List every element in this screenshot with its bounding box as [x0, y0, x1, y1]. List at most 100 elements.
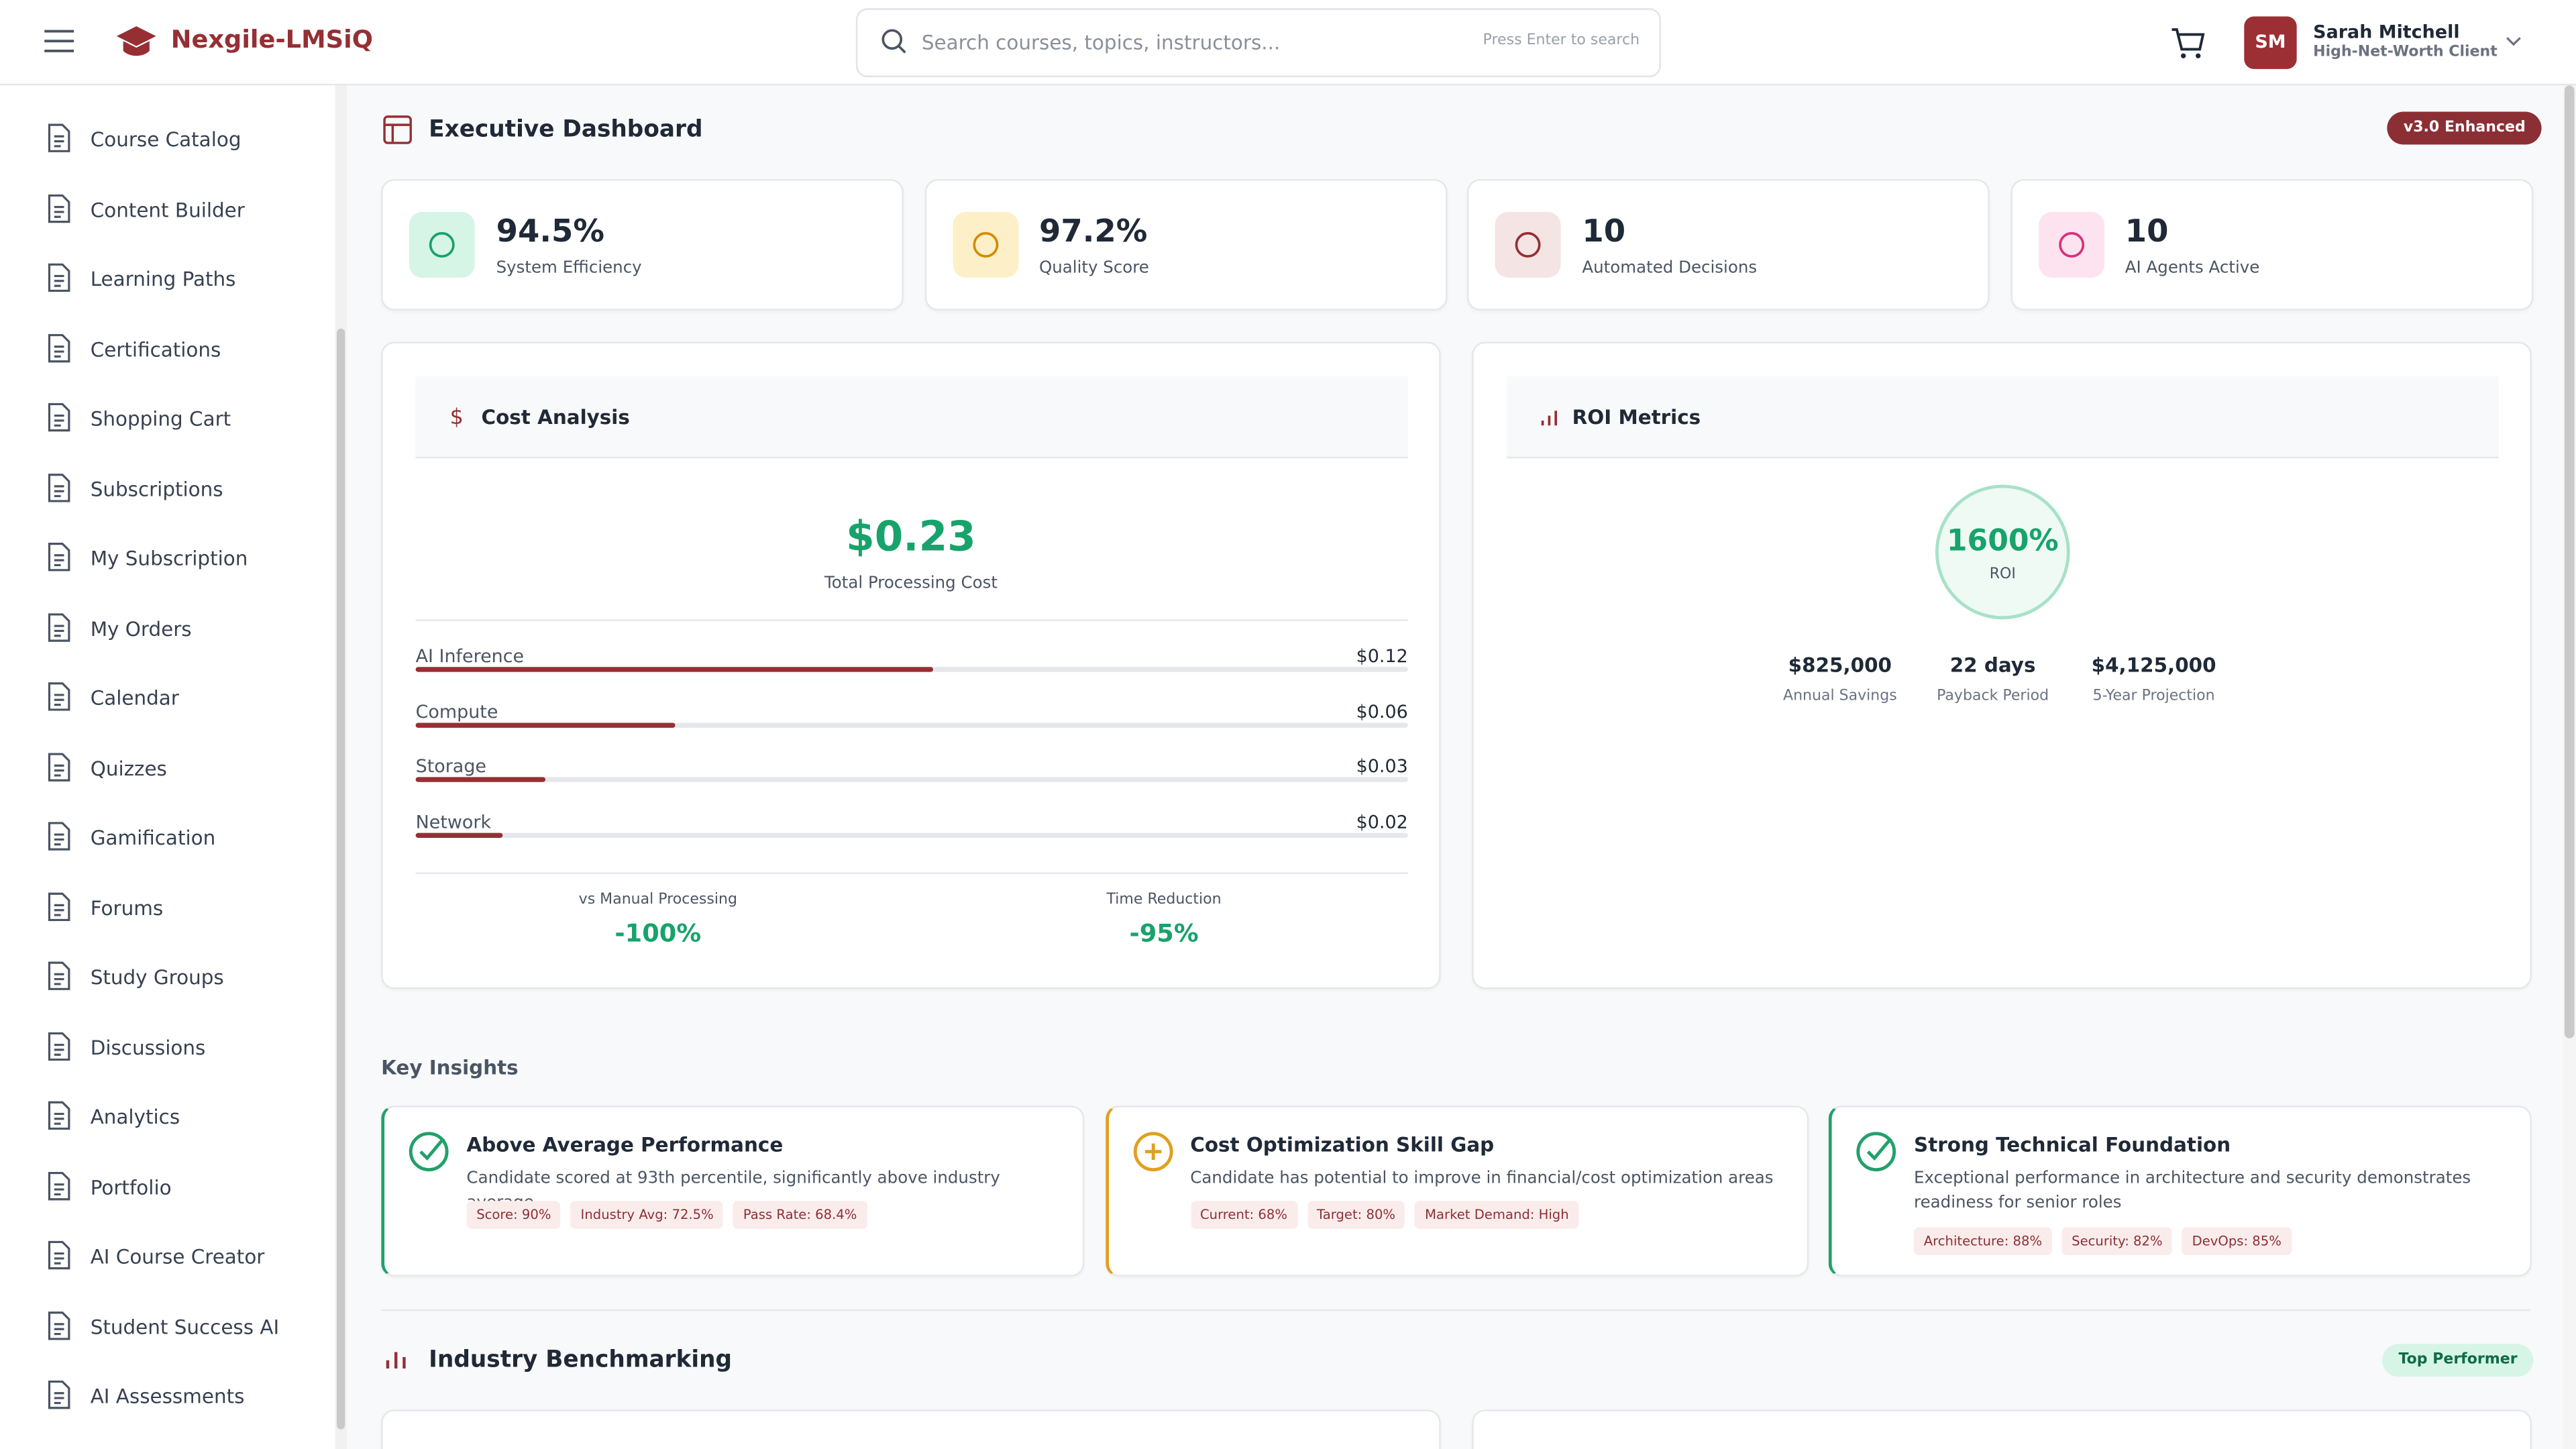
icon-shape: [48, 1381, 70, 1409]
insights-title: Key Insights: [381, 1056, 519, 1079]
roi-stat-value: 22 days: [1949, 653, 2036, 677]
icon-shape: [1515, 231, 1541, 258]
cost-row: AI Inference $0.12: [415, 645, 1408, 694]
kpi-card: 10 Automated Decisions: [1466, 178, 1990, 311]
nav-label: My Subscription: [90, 547, 248, 570]
total-cost-label: Total Processing Cost: [824, 575, 998, 594]
scroll-thumb[interactable]: [337, 328, 345, 1430]
nav-item[interactable]: Calendar: [43, 678, 322, 718]
nav-label: Analytics: [90, 1106, 180, 1129]
benchmark-card: [1472, 1409, 2532, 1449]
user-role: High-Net-Worth Client: [2313, 44, 2498, 61]
card-title: ROI Metrics: [1572, 405, 1701, 429]
logo-icon: [116, 26, 156, 56]
nav-icon: [48, 961, 70, 990]
insight-icon: [409, 1132, 449, 1172]
cart-button[interactable]: [2170, 26, 2206, 59]
version-badge: v3.0 Enhanced: [2387, 111, 2542, 145]
section-title: Executive Dashboard: [429, 116, 703, 144]
roi-circle: 1600% ROI: [1935, 484, 2070, 620]
icon-shape: [2057, 231, 2084, 258]
tag-list: Score: 90% Industry Avg: 72.5% Pass Rate: …: [466, 1201, 867, 1229]
nav-icon: [48, 193, 70, 222]
cost-bar: [415, 777, 545, 783]
search-hint: Press Enter to search: [1483, 32, 1640, 50]
cost-name: Storage: [415, 755, 487, 777]
nav-item[interactable]: Portfolio: [43, 1167, 322, 1207]
scroll-thumb[interactable]: [2564, 85, 2575, 1038]
nav-item[interactable]: AI Course Creator: [43, 1237, 322, 1277]
nav-label: Discussions: [90, 1036, 206, 1059]
nav-icon: [48, 333, 70, 362]
chart-icon: [1541, 411, 1558, 426]
card-header: ROI Metrics: [1506, 376, 2499, 459]
nav-label: AI Course Creator: [90, 1245, 265, 1269]
brand[interactable]: Nexgile-LMSiQ: [170, 24, 373, 54]
icon: [429, 231, 455, 258]
roi-stat-label: Annual Savings: [1782, 688, 1897, 705]
kpi-label: AI Agents Active: [2125, 259, 2260, 278]
nav-label: Student Success AI: [90, 1315, 280, 1338]
icon: [1515, 231, 1541, 258]
total-cost: $0.23: [846, 513, 976, 561]
nav-item[interactable]: Subscriptions: [43, 469, 322, 508]
search-icon: [881, 29, 906, 54]
icon-shape: [48, 1101, 70, 1130]
kpi-label: System Efficiency: [496, 259, 642, 278]
nav-item[interactable]: Learning Paths: [43, 260, 322, 299]
search-placeholder: Search courses, topics, instructors...: [921, 31, 1281, 54]
nav-item[interactable]: Quizzes: [43, 749, 322, 788]
icon-shape: [48, 752, 70, 781]
cost-analysis-card: $ Cost Analysis $0.23 Total Processing C…: [381, 341, 1441, 989]
nav-label: Study Groups: [90, 966, 224, 989]
benchmark-card: [381, 1409, 1441, 1449]
nav-item[interactable]: Certifications: [43, 329, 322, 369]
roi-stat-label: 5-Year Projection: [2092, 688, 2215, 705]
nav-label: My Orders: [90, 616, 192, 640]
nav-item[interactable]: Analytics: [43, 1097, 322, 1137]
icon-shape: [409, 1132, 449, 1172]
avatar[interactable]: SM: [2244, 16, 2297, 69]
tag: Pass Rate: 68.4%: [733, 1201, 867, 1229]
nav-item[interactable]: Forums: [43, 888, 322, 928]
cost-track: [415, 722, 1408, 727]
user-menu-chevron[interactable]: [2506, 34, 2522, 48]
menu-button[interactable]: [44, 30, 74, 52]
cost-amount: $0.03: [1356, 755, 1408, 777]
search-box[interactable]: Search courses, topics, instructors... P…: [855, 8, 1661, 78]
nav-icon: [48, 1171, 70, 1200]
cost-track: [415, 833, 1408, 838]
insight-title: Strong Technical Foundation: [1914, 1133, 2231, 1157]
nav-item[interactable]: Discussions: [43, 1028, 322, 1067]
cost-row: Compute $0.06: [415, 701, 1408, 750]
icon-shape: [1132, 1132, 1173, 1172]
nav-item[interactable]: Student Success AI: [43, 1307, 322, 1346]
nav-item[interactable]: AI Assessments: [43, 1377, 322, 1416]
nav-icon: [48, 1240, 70, 1270]
nav-item[interactable]: My Subscription: [43, 539, 322, 578]
icon-shape: [48, 333, 70, 362]
nav-item[interactable]: Study Groups: [43, 958, 322, 998]
card-header: $ Cost Analysis: [415, 376, 1408, 459]
icon-shape: [1856, 1132, 1896, 1172]
nav-icon: [48, 402, 70, 432]
cost-bar: [415, 722, 675, 727]
nav-item[interactable]: My Orders: [43, 608, 322, 648]
sidebar-scrollbar[interactable]: [335, 85, 347, 1449]
dollar-icon: $: [450, 406, 464, 429]
dashboard-icon: [383, 115, 412, 144]
nav-icon: [48, 892, 70, 920]
page-scrollbar[interactable]: [2563, 85, 2576, 1449]
nav-item[interactable]: Content Builder: [43, 190, 322, 229]
nav-item[interactable]: Gamification: [43, 818, 322, 858]
kpi-label: Quality Score: [1038, 259, 1149, 278]
nav-item[interactable]: Course Catalog: [43, 120, 322, 160]
nav-item[interactable]: Shopping Cart: [43, 399, 322, 439]
cost-amount: $0.02: [1356, 811, 1408, 833]
icon-shape: [48, 402, 70, 432]
user-name: Sarah Mitchell: [2313, 21, 2460, 43]
kpi-icon: [1495, 211, 1561, 278]
